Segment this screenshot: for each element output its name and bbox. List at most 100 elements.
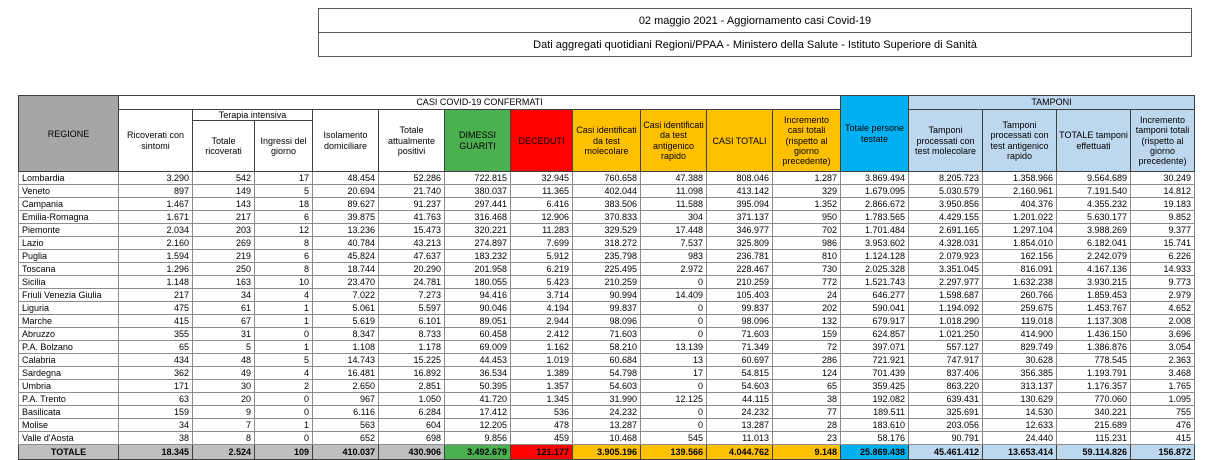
value-cell: 3.988.269: [1056, 223, 1131, 238]
value-cell: 778.545: [1056, 353, 1131, 368]
value-cell: 0: [254, 327, 313, 342]
table-row: Friuli Venezia Giulia 217 34 4 7.022 7.273 94.…: [18, 288, 1195, 303]
value-cell: 17.412: [444, 405, 511, 420]
value-cell: 6: [254, 249, 313, 264]
value-cell: 772: [772, 275, 841, 290]
value-cell: 31.990: [572, 392, 641, 407]
value-cell: 12.125: [640, 392, 707, 407]
value-cell: 54.603: [706, 379, 773, 394]
value-cell: 318.272: [572, 236, 641, 251]
value-cell: 313.137: [982, 379, 1057, 394]
value-cell: 260.766: [982, 288, 1057, 303]
value-cell: 132: [772, 314, 841, 329]
value-cell: 402.044: [572, 184, 641, 199]
value-cell: 13.287: [706, 418, 773, 433]
table-row: Marche 415 67 1 5.619 6.101 89.051 2.944 98.096 0…: [18, 314, 1195, 329]
totals-value-cell: 45.461.412: [908, 444, 983, 460]
value-cell: 2.160.961: [982, 184, 1057, 199]
value-cell: 4.355.232: [1056, 197, 1131, 212]
region-name-cell: P.A. Trento: [18, 392, 119, 407]
value-cell: 5: [192, 340, 255, 355]
value-cell: 810: [772, 249, 841, 264]
value-cell: 897: [118, 184, 193, 199]
value-cell: 9.856: [444, 431, 511, 446]
group-header-tamponi: TAMPONI: [908, 95, 1195, 110]
value-cell: 15.473: [378, 223, 445, 238]
value-cell: 60.697: [706, 353, 773, 368]
value-cell: 542: [192, 171, 255, 186]
value-cell: 11.365: [510, 184, 573, 199]
totals-value-cell: 59.114.826: [1056, 444, 1131, 460]
value-cell: 557.127: [908, 340, 983, 355]
value-cell: 863.220: [908, 379, 983, 394]
totals-value-cell: 4.044.762: [706, 444, 773, 460]
value-cell: 9.852: [1130, 210, 1195, 225]
column-header-totale-ricoverati: Totale ricoverati: [192, 120, 255, 173]
value-cell: 71.603: [572, 327, 641, 342]
value-cell: 20: [192, 392, 255, 407]
value-cell: 143: [192, 197, 255, 212]
value-cell: 52.286: [378, 171, 445, 186]
value-cell: 40.784: [312, 236, 379, 251]
value-cell: 16.481: [312, 366, 379, 381]
value-cell: 5.619: [312, 314, 379, 329]
value-cell: 0: [254, 405, 313, 420]
totals-value-cell: 430.906: [378, 444, 445, 460]
value-cell: 5.030.579: [908, 184, 983, 199]
value-cell: 3.351.045: [908, 262, 983, 277]
value-cell: 7: [192, 418, 255, 433]
value-cell: 0: [640, 405, 707, 420]
value-cell: 329.529: [572, 223, 641, 238]
value-cell: 950: [772, 210, 841, 225]
value-cell: 2.691.165: [908, 223, 983, 238]
table-row: Lombardia 3.290 542 17 48.454 52.286 722.815 32…: [18, 171, 1195, 186]
totals-value-cell: 3.905.196: [572, 444, 641, 460]
value-cell: 1.345: [510, 392, 573, 407]
value-cell: 89.051: [444, 314, 511, 329]
value-cell: 3.930.215: [1056, 275, 1131, 290]
table-row: Emilia-Romagna 1.671 217 6 39.875 41.763 316.4…: [18, 210, 1195, 225]
value-cell: 47.388: [640, 171, 707, 186]
value-cell: 4: [254, 288, 313, 303]
value-cell: 202: [772, 301, 841, 316]
value-cell: 34: [192, 288, 255, 303]
value-cell: 1.436.150: [1056, 327, 1131, 342]
value-cell: 24.440: [982, 431, 1057, 446]
value-cell: 1.389: [510, 366, 573, 381]
value-cell: 0: [640, 418, 707, 433]
value-cell: 329: [772, 184, 841, 199]
value-cell: 722.815: [444, 171, 511, 186]
region-name-cell: Sardegna: [18, 366, 119, 381]
value-cell: 61: [192, 301, 255, 316]
value-cell: 679.917: [840, 314, 909, 329]
value-cell: 47.637: [378, 249, 445, 264]
value-cell: 13.287: [572, 418, 641, 433]
value-cell: 3.953.602: [840, 236, 909, 251]
column-header-isolamento: Isolamento domiciliare: [312, 108, 379, 173]
value-cell: 67: [192, 314, 255, 329]
value-cell: 1.021.250: [908, 327, 983, 342]
column-header-persone-testate: Totale persone testate: [840, 94, 909, 173]
region-name-cell: Sicilia: [18, 275, 119, 290]
value-cell: 8: [254, 262, 313, 277]
value-cell: 90.046: [444, 301, 511, 316]
column-header-casi-totali: CASI TOTALI: [706, 108, 773, 173]
value-cell: 0: [640, 327, 707, 342]
table-row: Sicilia 1.148 163 10 23.470 24.781 180.055 5.42…: [18, 275, 1195, 290]
value-cell: 217: [192, 210, 255, 225]
totals-value-cell: 139.566: [640, 444, 707, 460]
value-cell: 5: [254, 184, 313, 199]
value-cell: 355: [118, 327, 193, 342]
table-row: Abruzzo 355 31 0 8.347 8.733 60.458 2.412 71.603…: [18, 327, 1195, 342]
value-cell: 10.468: [572, 431, 641, 446]
value-cell: 2.160: [118, 236, 193, 251]
value-cell: 4.194: [510, 301, 573, 316]
value-cell: 6.116: [312, 405, 379, 420]
value-cell: 1.018.290: [908, 314, 983, 329]
value-cell: 17: [254, 171, 313, 186]
value-cell: 15.741: [1130, 236, 1195, 251]
value-cell: 1.701.484: [840, 223, 909, 238]
value-cell: 54.815: [706, 366, 773, 381]
value-cell: 30.628: [982, 353, 1057, 368]
value-cell: 1.108: [312, 340, 379, 355]
